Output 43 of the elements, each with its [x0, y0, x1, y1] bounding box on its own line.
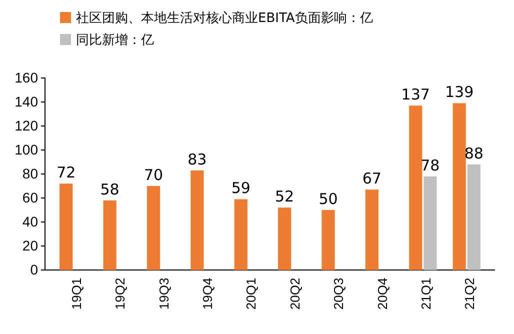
x-tick-label: 20Q2 [287, 278, 302, 310]
y-tick-label: 120 [14, 117, 38, 134]
y-tick-label: 160 [14, 69, 38, 86]
y-tick-label: 0 [30, 261, 38, 278]
x-tick-label: 20Q1 [244, 278, 259, 310]
x-tick-label: 19Q4 [200, 278, 216, 310]
data-label: 58 [100, 180, 120, 198]
data-label: 67 [362, 170, 382, 188]
x-tick-label: 19Q2 [112, 278, 128, 310]
data-label: 83 [188, 150, 207, 168]
y-tick-label: 140 [14, 93, 38, 110]
y-tick-label: 100 [14, 141, 38, 158]
bar [60, 184, 73, 270]
bar [424, 176, 437, 270]
x-tick-label: 20Q4 [374, 278, 390, 310]
data-label: 72 [56, 164, 76, 182]
legend-label: 社区团购、本地生活对核心商业EBITA负面影响：亿 [76, 10, 373, 26]
bar [103, 200, 116, 270]
bar [278, 208, 292, 270]
bar [409, 106, 422, 270]
data-label: 139 [445, 83, 474, 102]
y-tick-label: 60 [22, 189, 38, 206]
bar [190, 170, 204, 270]
y-tick-label: 40 [22, 213, 38, 230]
bar [234, 199, 248, 270]
data-label: 70 [144, 166, 164, 184]
x-tick-label: 21Q1 [418, 278, 434, 310]
x-tick-label: 21Q2 [462, 278, 478, 310]
bar [322, 210, 335, 270]
y-tick-label: 80 [22, 165, 38, 182]
data-label: 50 [318, 190, 338, 208]
bar [365, 190, 378, 270]
data-label: 59 [231, 179, 250, 198]
bar [467, 164, 480, 270]
legend-label: 同比新增：亿 [76, 33, 154, 48]
data-label: 52 [275, 188, 294, 206]
data-label: 137 [401, 86, 430, 104]
bar [452, 103, 466, 270]
x-tick-label: 20Q3 [331, 278, 346, 310]
x-tick-label: 19Q1 [68, 278, 84, 310]
y-tick-label: 20 [22, 237, 38, 254]
x-tick-label: 19Q3 [156, 278, 172, 310]
bar [146, 186, 160, 270]
